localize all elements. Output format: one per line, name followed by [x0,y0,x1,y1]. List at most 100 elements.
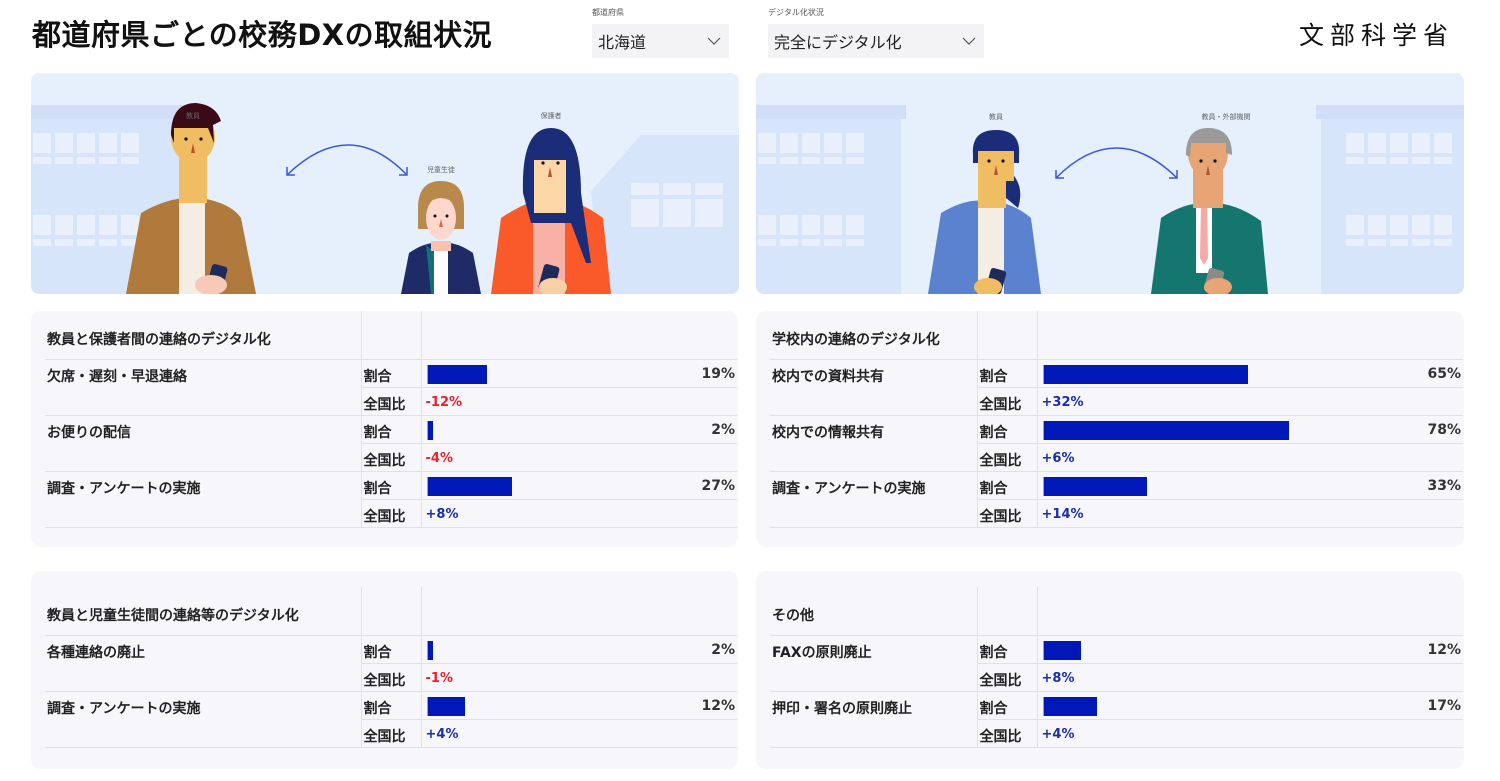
national-comparison-label: 全国比 [360,443,421,472]
card-teacher-student: 教員と児童生徒間の連絡等のデジタル化 各種連絡の廃止 割合 2% 全国比 -1%… [31,571,738,769]
card-title: 学校内の連絡のデジタル化 [770,311,977,360]
ratio-bar-cell: 27% [420,471,737,500]
ratio-label: 割合 [360,471,421,500]
ratio-bar [426,640,433,660]
ratio-bar [1042,476,1147,496]
table-row: 全国比 +14% [770,499,1463,528]
national-comparison-value: +4% [420,719,737,748]
ratio-bar [1042,364,1248,384]
national-comparison-value: +8% [1036,663,1463,692]
table-row: 欠席・遅刻・早退連絡 割合 19% [45,359,737,416]
ratio-bar [426,364,487,384]
ratio-value: 27% [701,477,735,494]
table-row: 全国比 -12% [45,387,737,416]
ratio-value: 2% [711,421,735,438]
table-row: 全国比 +4% [45,719,737,748]
card-school-internal: 学校内の連絡のデジタル化 校内での資料共有 割合 65% 全国比 +32% 校内… [756,311,1464,547]
ratio-label: 割合 [976,635,1037,664]
ratio-label: 割合 [360,691,421,720]
ratio-label: 割合 [360,635,421,664]
ratio-value: 2% [711,641,735,658]
page-title: 都道府県ごとの校務DXの取組状況 [32,18,493,52]
table-row: 全国比 +8% [45,499,737,528]
item-name: 調査・アンケートの実施 [45,471,361,528]
chevron-down-icon [707,37,721,45]
card-title: 教員と児童生徒間の連絡等のデジタル化 [45,587,361,636]
ratio-label: 割合 [976,691,1037,720]
table-row: FAXの原則廃止 割合 12% [770,635,1463,692]
item-name: 校内での情報共有 [770,415,977,472]
national-comparison-value: +6% [1036,443,1463,472]
table-row: 調査・アンケートの実施 割合 27% [45,471,737,528]
status-dropdown[interactable]: 完全にデジタル化 [768,24,984,58]
ratio-bar-cell: 12% [420,691,737,720]
card-other: その他 FAXの原則廃止 割合 12% 全国比 +8% 押印・署名の原則廃止 割… [756,571,1464,769]
table-row: 校内での情報共有 割合 78% [770,415,1463,472]
status-filter-label: デジタル化状況 [768,8,824,17]
national-comparison-value: -12% [420,387,737,416]
school-communication-illustration: 教員 児童生徒 保護者 [31,103,739,294]
ratio-value: 33% [1427,477,1461,494]
prefecture-dropdown[interactable]: 北海道 [592,24,729,58]
ratio-bar [1042,420,1289,440]
ratio-bar-cell: 17% [1036,691,1463,720]
label-student: 児童生徒 [427,165,455,174]
card-title: その他 [770,587,977,636]
ratio-bar [1042,696,1097,716]
item-name: 欠席・遅刻・早退連絡 [45,359,361,416]
label-teacher: 教員 [989,112,1003,121]
ratio-bar-cell: 33% [1036,471,1463,500]
national-comparison-value: -1% [420,663,737,692]
item-name: 調査・アンケートの実施 [770,471,977,528]
table-row: 全国比 +6% [770,443,1463,472]
table-row: 校内での資料共有 割合 65% [770,359,1463,416]
table-row: 調査・アンケートの実施 割合 12% [45,691,737,748]
illustration-teacher-guardian: 教員 児童生徒 保護者 [31,73,739,294]
national-comparison-label: 全国比 [976,499,1037,528]
card-teacher-guardian: 教員と保護者間の連絡のデジタル化 欠席・遅刻・早退連絡 割合 19% 全国比 -… [31,311,738,547]
table-row: 全国比 -1% [45,663,737,692]
national-comparison-label: 全国比 [976,387,1037,416]
national-comparison-value: +8% [420,499,737,528]
ratio-value: 12% [701,697,735,714]
national-comparison-label: 全国比 [360,663,421,692]
item-name: 調査・アンケートの実施 [45,691,361,748]
ratio-label: 割合 [976,471,1037,500]
table-row: 各種連絡の廃止 割合 2% [45,635,737,692]
table-row: 全国比 -4% [45,443,737,472]
national-comparison-label: 全国比 [360,387,421,416]
table-row: 押印・署名の原則廃止 割合 17% [770,691,1463,748]
ratio-bar-cell: 12% [1036,635,1463,664]
item-name: お便りの配信 [45,415,361,472]
ratio-label: 割合 [976,415,1037,444]
label-guardian: 保護者 [541,111,562,120]
item-name: 各種連絡の廃止 [45,635,361,692]
ministry-logo: 文部科学省 [1298,21,1454,50]
item-name: 校内での資料共有 [770,359,977,416]
illustration-teacher-external: 教員 教員・外部機関 [756,73,1464,294]
national-comparison-label: 全国比 [360,719,421,748]
table-row: 全国比 +8% [770,663,1463,692]
ratio-bar [426,476,512,496]
national-comparison-value: +14% [1036,499,1463,528]
national-comparison-value: -4% [420,443,737,472]
national-comparison-label: 全国比 [976,663,1037,692]
ratio-bar-cell: 19% [420,359,737,388]
ratio-bar [426,696,465,716]
ratio-label: 割合 [360,359,421,388]
prefecture-dropdown-value: 北海道 [598,33,647,52]
national-comparison-label: 全国比 [360,499,421,528]
label-teacher: 教員 [186,111,200,120]
ratio-value: 19% [701,365,735,382]
ratio-bar-cell: 2% [420,415,737,444]
prefecture-filter-label: 都道府県 [592,8,624,17]
national-comparison-value: +32% [1036,387,1463,416]
table-row: 全国比 +32% [770,387,1463,416]
item-name: FAXの原則廃止 [770,635,977,692]
national-comparison-label: 全国比 [976,719,1037,748]
chevron-down-icon [962,37,976,45]
card-title: 教員と保護者間の連絡のデジタル化 [45,311,361,360]
ratio-bar-cell: 78% [1036,415,1463,444]
national-comparison-value: +4% [1036,719,1463,748]
label-external-org: 教員・外部機関 [1202,112,1251,121]
